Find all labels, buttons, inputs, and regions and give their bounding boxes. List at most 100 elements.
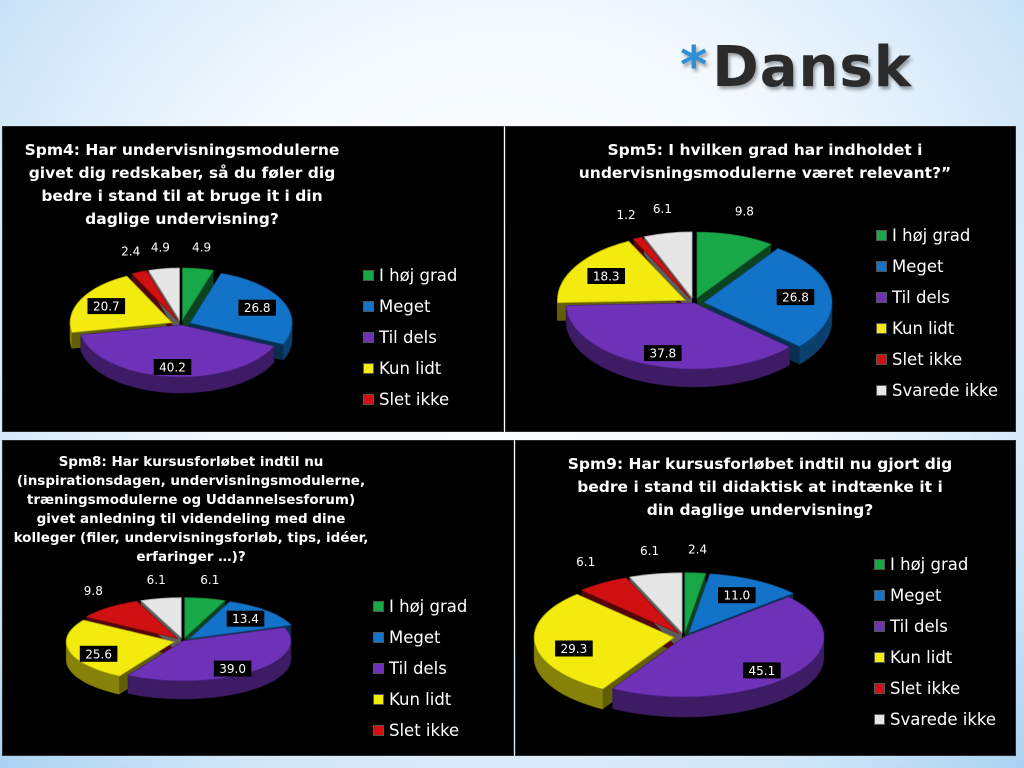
legend-swatch [874, 652, 885, 663]
legend-label: Slet ikke [389, 721, 460, 740]
data-label-til-dels: 39.0 [219, 662, 246, 676]
legend-item-til-dels: Til dels [373, 653, 467, 684]
data-label-kun-lidt: 18.3 [593, 270, 620, 284]
data-label-til-dels: 37.8 [649, 347, 676, 361]
data-label-meget: 13.4 [232, 612, 259, 626]
chart-title: Spm9: Har kursusforløbet indtil nu gjort… [567, 455, 953, 519]
data-label-i-hoj-grad: 9.8 [735, 204, 754, 218]
legend-label: Kun lidt [389, 690, 452, 709]
legend-label: Meget [890, 586, 942, 605]
pie-chart: 9.8 26.8 37.8 18.3 1.2 6.1 [557, 202, 833, 388]
data-label-kun-lidt: 25.6 [85, 647, 112, 661]
legend-item-til-dels: Til dels [874, 611, 996, 642]
slide-title-text: Dansk [712, 35, 912, 100]
title-star-icon: * [680, 36, 709, 96]
legend-item-til-dels: Til dels [363, 322, 457, 353]
legend-label: Kun lidt [890, 648, 953, 667]
data-label-slet-ikke: 9.8 [84, 584, 103, 598]
pie-slice-slet-ikke [131, 270, 178, 321]
legend-label: Til dels [890, 617, 948, 636]
legend-swatch [874, 559, 885, 570]
pie-slice-i-hoj-grad [696, 231, 772, 299]
data-label-box [644, 345, 682, 362]
legend-item-slet-ikke: Slet ikke [874, 673, 996, 704]
chart-legend: I høj grad Meget Til dels Kun lidt Slet ikke… [874, 549, 996, 735]
pie-slice-i-hoj-grad [684, 572, 707, 633]
legend-swatch [373, 632, 384, 643]
pie-slice-kun-lidt [65, 619, 176, 677]
legend-item-slet-ikke: Slet ikke [363, 384, 457, 415]
data-label-box [213, 660, 252, 677]
pie-chart: 4.9 26.8 40.2 20.7 2.4 4.9 [69, 240, 293, 394]
legend-item-kun-lidt: Kun lidt [363, 353, 457, 384]
pie-chart: 6.1 13.4 39.0 25.6 9.8 6.1 [65, 573, 292, 700]
data-label-meget: 11.0 [723, 589, 750, 603]
data-label-svarede-ikke: 6.1 [653, 202, 672, 216]
pie-slice-svarede-ikke [643, 231, 693, 300]
legend-item-meget: Meget [363, 291, 457, 322]
legend-label: Til dels [892, 288, 950, 307]
legend-swatch [373, 694, 384, 705]
data-label-til-dels: 40.2 [159, 361, 186, 375]
legend-swatch [363, 332, 374, 343]
legend-label: I høj grad [892, 226, 971, 245]
pie-slice-slet-ikke [580, 577, 679, 634]
legend-label: Meget [892, 257, 944, 276]
pie-slice-meget [688, 573, 795, 634]
legend-swatch [874, 683, 885, 694]
data-label-box [555, 640, 593, 657]
slide-title: *Dansk [680, 40, 912, 96]
data-label-box [226, 610, 265, 627]
legend-label: Kun lidt [892, 319, 955, 338]
data-label-slet-ikke: 1.2 [617, 208, 636, 222]
chart-panel-spm8: Spm8: Har kursusforløbet indtil nu (insp… [2, 440, 514, 756]
chart-title: Spm8: Har kursusforløbet indtil nu (insp… [13, 454, 369, 565]
data-label-meget: 26.8 [782, 291, 809, 305]
chart-legend: I høj grad Meget Til dels Kun lidt Slet ikke [363, 260, 457, 415]
legend-label: I høj grad [379, 266, 458, 285]
legend-item-kun-lidt: Kun lidt [876, 313, 998, 344]
legend-item-slet-ikke: Slet ikke [876, 344, 998, 375]
pie-slice-i-hoj-grad [184, 597, 226, 639]
data-label-box [776, 289, 815, 306]
legend-swatch [373, 663, 384, 674]
chart-panel-spm5: Spm5: I hvilken grad har indholdet i und… [505, 126, 1016, 432]
legend-item-i-hoj-grad: I høj grad [876, 220, 998, 251]
legend-label: Meget [389, 628, 441, 647]
data-label-slet-ikke: 2.4 [121, 244, 140, 258]
chart-panel-spm9: Spm9: Har kursusforløbet indtil nu gjort… [515, 440, 1016, 756]
legend-label: Slet ikke [892, 350, 963, 369]
legend-swatch [874, 590, 885, 601]
legend-swatch [876, 385, 887, 396]
pie-slice-svarede-ikke [628, 572, 683, 634]
data-label-meget: 26.8 [244, 301, 271, 315]
legend-label: Svarede ikke [890, 710, 997, 729]
legend-label: Til dels [379, 328, 437, 347]
data-label-box [718, 587, 756, 604]
legend-label: Til dels [389, 659, 447, 678]
data-label-kun-lidt: 20.7 [93, 300, 120, 314]
legend-label: Slet ikke [379, 390, 450, 409]
pie-slice-i-hoj-grad [182, 267, 215, 322]
legend-swatch [373, 725, 384, 736]
pie-slice-svarede-ikke [147, 267, 180, 322]
legend-swatch [363, 270, 374, 281]
pie-slice-meget [703, 248, 833, 347]
data-label-box [79, 645, 118, 662]
legend-label: Slet ikke [890, 679, 961, 698]
data-label-i-hoj-grad: 6.1 [200, 573, 219, 587]
data-label-kun-lidt: 29.3 [561, 642, 588, 656]
legend-swatch [363, 363, 374, 374]
data-label-box [587, 268, 625, 284]
legend-swatch [363, 394, 374, 405]
data-label-slet-ikke: 6.1 [576, 555, 595, 569]
legend-item-meget: Meget [373, 622, 467, 653]
data-label-til-dels: 45.1 [749, 664, 776, 678]
legend-item-kun-lidt: Kun lidt [373, 684, 467, 715]
chart-panel-spm4: Spm4: Har undervisningsmodulerne givet d… [2, 126, 504, 432]
chart-title: Spm5: I hvilken grad har indholdet i und… [578, 141, 952, 182]
pie-slice-til-dels [80, 324, 275, 378]
legend-label: I høj grad [890, 555, 969, 574]
legend-swatch [876, 230, 887, 241]
legend-item-svarede-ikke: Svarede ikke [876, 375, 998, 406]
